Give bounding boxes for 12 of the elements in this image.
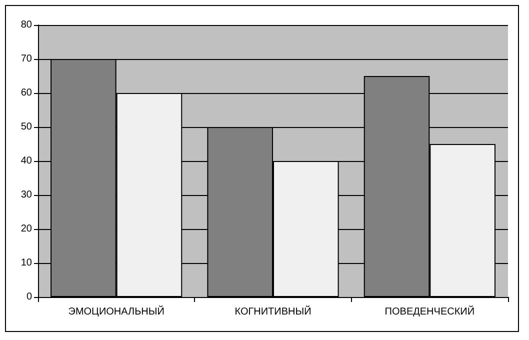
y-tick-label: 40 (20, 156, 32, 166)
y-tick-label: 20 (20, 224, 32, 234)
y-tick-label: 30 (20, 190, 32, 200)
x-tick-label: ЭМОЦИОНАЛЬНЫЙ (68, 304, 164, 318)
x-tick-label: КОГНИТИВНЫЙ (234, 304, 312, 318)
y-tick-label: 0 (26, 292, 32, 302)
y-tick-label: 50 (20, 122, 32, 132)
y-tick-label: 80 (20, 20, 32, 30)
y-tick-label: 10 (20, 258, 32, 268)
y-tick-label: 60 (20, 88, 32, 98)
x-tick-label: ПОВЕДЕНЧЕСКИЙ (384, 304, 475, 318)
y-tick-label: 70 (20, 54, 32, 64)
